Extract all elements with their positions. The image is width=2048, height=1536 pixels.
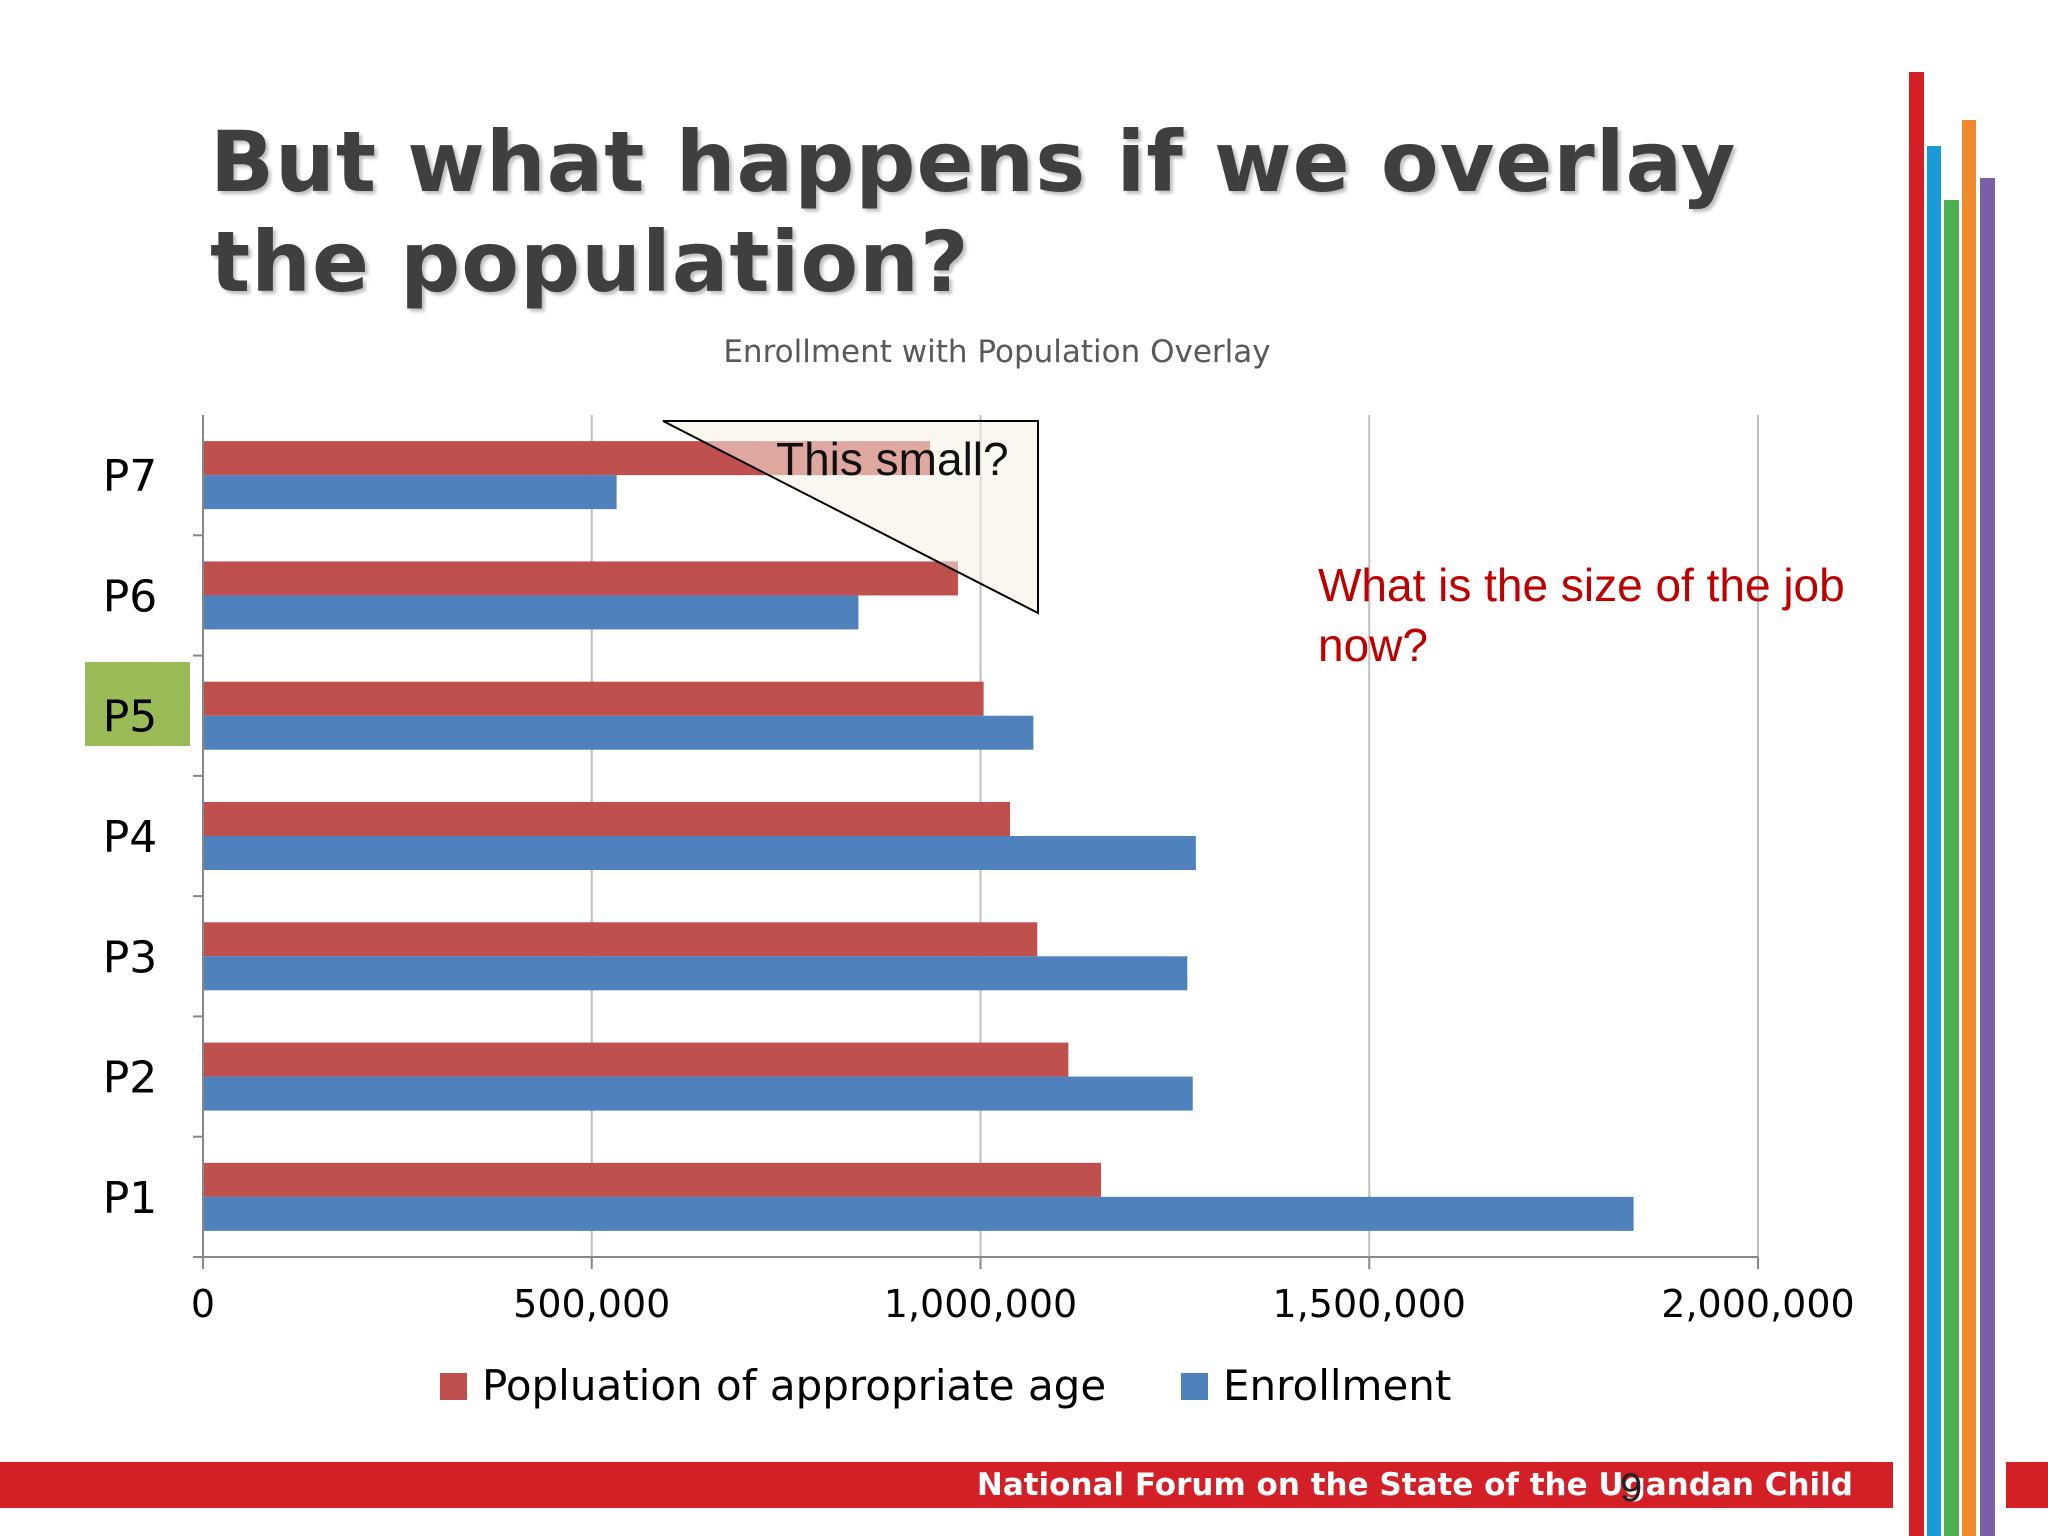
y-tick-label-p7: P7 [103, 451, 158, 502]
footer-bar-end [2006, 1462, 2048, 1508]
x-tick-label: 1,000,000 [884, 1282, 1077, 1326]
x-tick-label: 1,500,000 [1273, 1282, 1466, 1326]
y-tick-label-p3: P3 [103, 932, 158, 983]
stripe-blue [1927, 146, 1941, 1536]
legend-swatch [1181, 1373, 1208, 1400]
page-number: 9 [1620, 1466, 1643, 1510]
legend: Popluation of appropriate age Enrollment [440, 1361, 1451, 1410]
enrollment-bar-p4 [203, 836, 1196, 870]
stripe-purple [1980, 178, 1995, 1536]
y-tick-label-p6: P6 [103, 571, 158, 622]
speech-bubble [662, 420, 1039, 615]
y-tick-label-p5: P5 [103, 692, 158, 743]
x-tick-label: 0 [191, 1282, 215, 1326]
enrollment-bar-p7 [203, 475, 617, 510]
slide-title: But what happens if we overlay the popul… [210, 113, 1737, 311]
highlight-box [85, 662, 190, 746]
population-bar-p6 [203, 561, 958, 596]
stripe-orange [1962, 120, 1976, 1536]
callout-text: What is the size of the job now? [1318, 559, 1845, 671]
bars [203, 441, 1634, 1231]
population-bar-p1 [203, 1162, 1102, 1197]
chart-title: Enrollment with Population Overlay [723, 334, 1270, 370]
legend-swatch [440, 1373, 467, 1400]
x-tick-label: 2,000,000 [1661, 1282, 1854, 1326]
enrollment-bar-p3 [203, 956, 1188, 991]
bubble-text: This small? [776, 433, 1009, 485]
population-bar-p2 [203, 1042, 1069, 1077]
legend-label: Popluation of appropriate age [482, 1361, 1106, 1410]
population-bar-p5 [203, 681, 984, 716]
enrollment-bar-p2 [203, 1076, 1193, 1111]
legend-label: Enrollment [1223, 1361, 1451, 1410]
enrollment-bar-p1 [203, 1196, 1634, 1231]
y-tick-label-p2: P2 [103, 1053, 158, 1104]
footer-text: National Forum on the State of the Ugand… [976, 1467, 1853, 1503]
stripe-green [1944, 200, 1959, 1536]
enrollment-bar-p6 [203, 595, 859, 630]
y-tick-label-p1: P1 [103, 1173, 158, 1224]
y-tick-label-p4: P4 [103, 812, 158, 863]
axes: 0 500,000 1,000,000 1,500,000 2,000,000 P1 P2 P… [103, 415, 1855, 1326]
population-bar-p3 [203, 922, 1038, 957]
footer-bar: National Forum on the State of the Ugand… [0, 1462, 1893, 1508]
enrollment-bar-p5 [203, 715, 1034, 750]
population-bar-p4 [203, 802, 1011, 836]
x-tick-label: 500,000 [513, 1282, 670, 1326]
stripe-red [1909, 72, 1924, 1536]
